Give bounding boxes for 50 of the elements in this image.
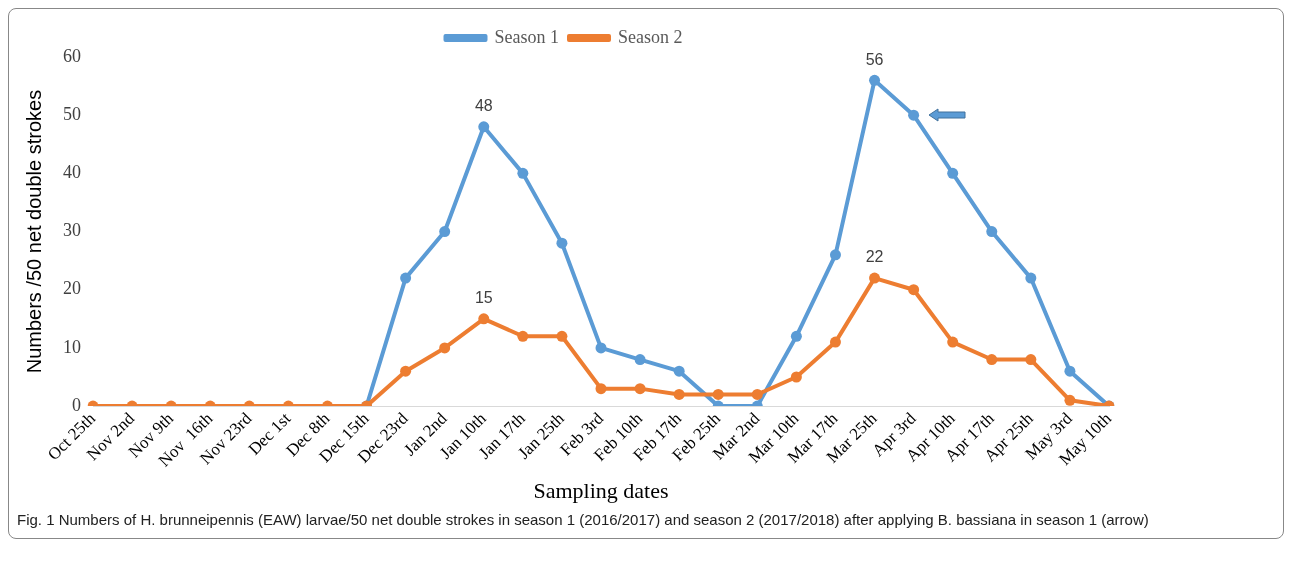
y-tick-label: 0 <box>72 394 81 415</box>
point <box>400 272 412 284</box>
point <box>478 313 490 325</box>
point <box>400 365 412 377</box>
data-label: 22 <box>865 248 884 266</box>
legend-label: Season 1 <box>494 26 560 47</box>
y-tick-label: 20 <box>63 278 81 299</box>
point <box>986 354 998 366</box>
point <box>947 336 959 348</box>
point <box>908 284 920 296</box>
point <box>478 121 490 133</box>
point <box>829 336 841 348</box>
point <box>1025 272 1037 284</box>
point <box>634 354 646 366</box>
point <box>595 342 607 354</box>
point <box>673 365 685 377</box>
point <box>634 383 646 395</box>
point <box>439 342 451 354</box>
point <box>1025 354 1037 366</box>
point <box>947 167 959 179</box>
point <box>595 383 607 395</box>
point <box>439 226 451 238</box>
point <box>517 330 529 342</box>
point <box>869 74 881 86</box>
point <box>1064 394 1076 406</box>
y-tick-label: 10 <box>63 336 81 357</box>
data-label: 15 <box>474 289 493 307</box>
y-tick-label: 50 <box>63 103 81 124</box>
y-tick-label: 30 <box>63 220 81 241</box>
data-label: 48 <box>474 97 493 115</box>
data-label: 56 <box>865 50 884 68</box>
y-axis-title: Numbers /50 net double strokes <box>22 89 45 374</box>
point <box>986 226 998 238</box>
legend-label: Season 2 <box>618 26 683 47</box>
point <box>1064 365 1076 377</box>
caption: Fig. 1 Numbers of H. brunneipennis (EAW) larvae/50 net double strokes in season 1 (2016/2017) and season 2 (2017/2018) after applying B. bassiana in season 1 (arrow) <box>16 510 1150 530</box>
point <box>829 249 841 261</box>
point <box>673 388 685 400</box>
point <box>556 330 568 342</box>
point <box>712 388 724 400</box>
point <box>790 371 802 383</box>
point <box>517 167 529 179</box>
point <box>869 272 881 284</box>
y-tick-label: 60 <box>63 45 81 66</box>
x-axis-title: Sampling dates <box>533 477 669 503</box>
point <box>908 109 920 121</box>
point <box>751 388 763 400</box>
y-tick-label: 40 <box>63 162 81 183</box>
point <box>790 330 802 342</box>
point <box>556 237 568 249</box>
